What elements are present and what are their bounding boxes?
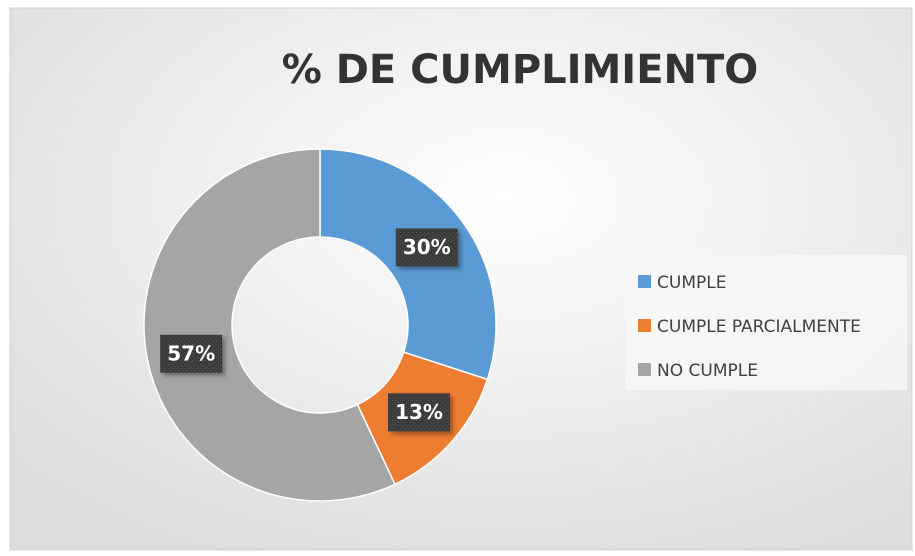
data-label: 57% (167, 341, 215, 365)
data-label-box (395, 228, 458, 267)
legend-swatch (638, 319, 651, 332)
legend-label: CUMPLE PARCIALMENTE (657, 317, 861, 337)
legend-box (625, 255, 907, 390)
legend-label: NO CUMPLE (657, 361, 758, 381)
data-label: 13% (395, 400, 443, 424)
legend-swatch (638, 363, 651, 376)
data-label-box (388, 393, 451, 432)
donut-slice (143, 148, 396, 502)
data-label-box (160, 334, 223, 373)
legend-swatch (638, 275, 651, 288)
chart-title: % DE CUMPLIMIENTO (282, 47, 759, 93)
legend-label: CUMPLE (657, 273, 726, 293)
data-label: 30% (403, 235, 451, 259)
